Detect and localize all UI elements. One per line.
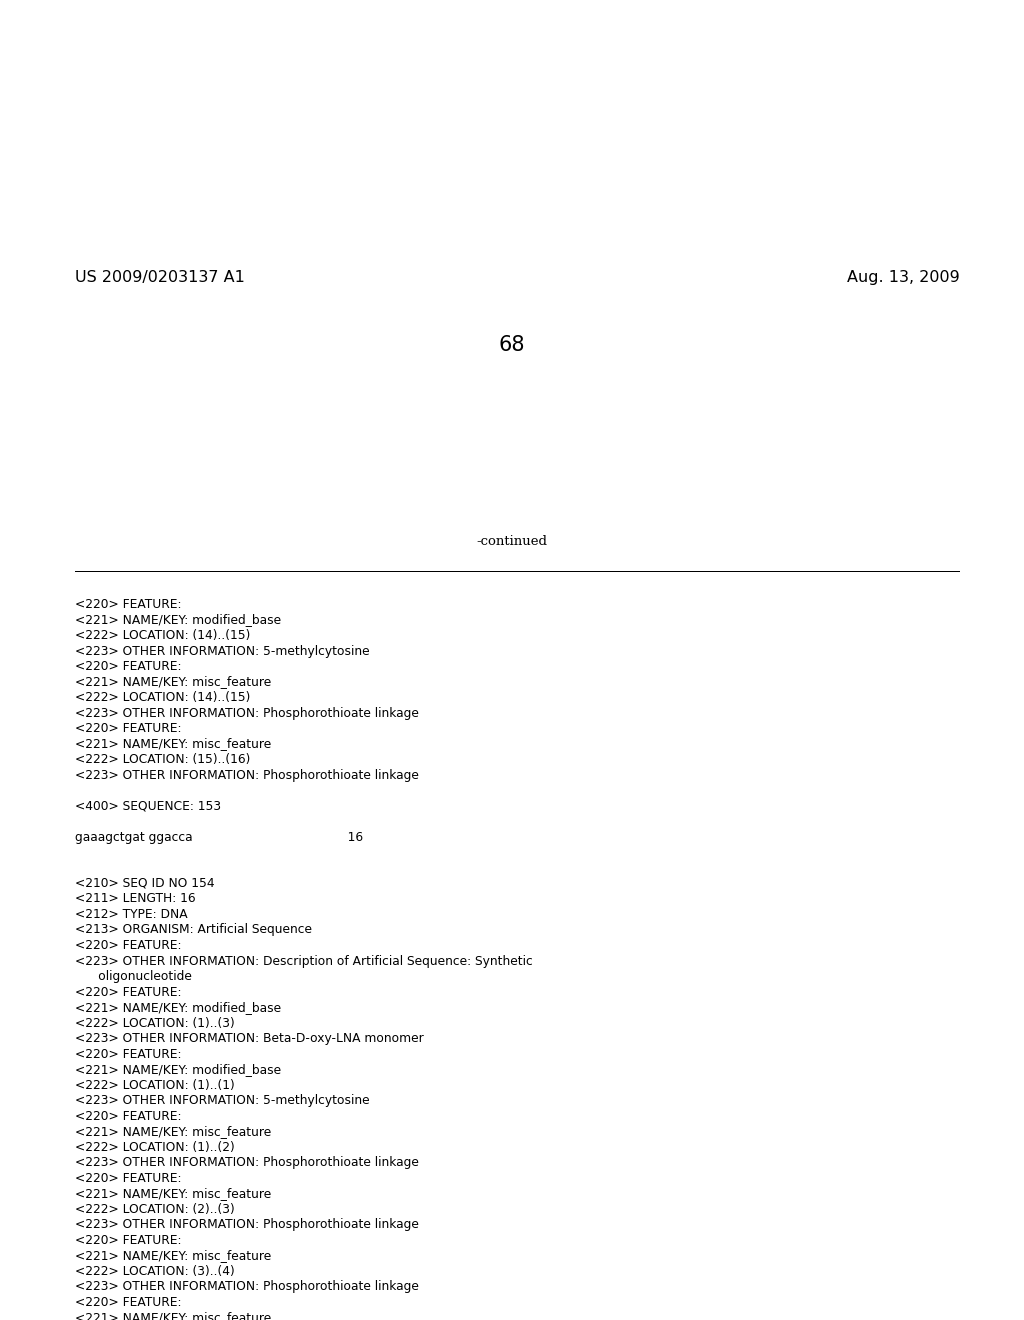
Text: <220> FEATURE:: <220> FEATURE: [75,1172,181,1184]
Text: <223> OTHER INFORMATION: 5-methylcytosine: <223> OTHER INFORMATION: 5-methylcytosin… [75,1094,370,1107]
Text: <221> NAME/KEY: misc_feature: <221> NAME/KEY: misc_feature [75,676,271,689]
Text: <222> LOCATION: (14)..(15): <222> LOCATION: (14)..(15) [75,630,251,642]
Text: US 2009/0203137 A1: US 2009/0203137 A1 [75,271,245,285]
Text: <223> OTHER INFORMATION: Phosphorothioate linkage: <223> OTHER INFORMATION: Phosphorothioat… [75,1156,419,1170]
Text: <223> OTHER INFORMATION: Beta-D-oxy-LNA monomer: <223> OTHER INFORMATION: Beta-D-oxy-LNA … [75,1032,424,1045]
Text: <220> FEATURE:: <220> FEATURE: [75,1233,181,1246]
Text: <213> ORGANISM: Artificial Sequence: <213> ORGANISM: Artificial Sequence [75,924,312,936]
Text: <221> NAME/KEY: modified_base: <221> NAME/KEY: modified_base [75,1063,282,1076]
Text: <220> FEATURE:: <220> FEATURE: [75,1048,181,1060]
Text: <222> LOCATION: (15)..(16): <222> LOCATION: (15)..(16) [75,752,251,766]
Text: <221> NAME/KEY: modified_base: <221> NAME/KEY: modified_base [75,614,282,627]
Text: <223> OTHER INFORMATION: Phosphorothioate linkage: <223> OTHER INFORMATION: Phosphorothioat… [75,768,419,781]
Text: <220> FEATURE:: <220> FEATURE: [75,939,181,952]
Text: <212> TYPE: DNA: <212> TYPE: DNA [75,908,187,921]
Text: <220> FEATURE:: <220> FEATURE: [75,722,181,735]
Text: <220> FEATURE:: <220> FEATURE: [75,660,181,673]
Text: <221> NAME/KEY: misc_feature: <221> NAME/KEY: misc_feature [75,1249,271,1262]
Text: <221> NAME/KEY: misc_feature: <221> NAME/KEY: misc_feature [75,1125,271,1138]
Text: <222> LOCATION: (1)..(3): <222> LOCATION: (1)..(3) [75,1016,234,1030]
Text: <222> LOCATION: (2)..(3): <222> LOCATION: (2)..(3) [75,1203,234,1216]
Text: <222> LOCATION: (1)..(1): <222> LOCATION: (1)..(1) [75,1078,234,1092]
Text: <210> SEQ ID NO 154: <210> SEQ ID NO 154 [75,876,215,890]
Text: <222> LOCATION: (14)..(15): <222> LOCATION: (14)..(15) [75,690,251,704]
Text: <220> FEATURE:: <220> FEATURE: [75,986,181,998]
Text: <221> NAME/KEY: misc_feature: <221> NAME/KEY: misc_feature [75,738,271,751]
Text: <211> LENGTH: 16: <211> LENGTH: 16 [75,892,196,906]
Text: 68: 68 [499,335,525,355]
Text: <223> OTHER INFORMATION: 5-methylcytosine: <223> OTHER INFORMATION: 5-methylcytosin… [75,644,370,657]
Text: <221> NAME/KEY: misc_feature: <221> NAME/KEY: misc_feature [75,1311,271,1320]
Text: oligonucleotide: oligonucleotide [75,970,191,983]
Text: <222> LOCATION: (3)..(4): <222> LOCATION: (3)..(4) [75,1265,234,1278]
Text: <220> FEATURE:: <220> FEATURE: [75,1110,181,1122]
Text: <221> NAME/KEY: misc_feature: <221> NAME/KEY: misc_feature [75,1187,271,1200]
Text: <223> OTHER INFORMATION: Phosphorothioate linkage: <223> OTHER INFORMATION: Phosphorothioat… [75,706,419,719]
Text: <400> SEQUENCE: 153: <400> SEQUENCE: 153 [75,800,221,813]
Text: Aug. 13, 2009: Aug. 13, 2009 [847,271,961,285]
Text: <221> NAME/KEY: modified_base: <221> NAME/KEY: modified_base [75,1001,282,1014]
Text: <220> FEATURE:: <220> FEATURE: [75,1295,181,1308]
Text: gaaagctgat ggacca                                        16: gaaagctgat ggacca 16 [75,830,364,843]
Text: -continued: -continued [476,535,548,548]
Text: <223> OTHER INFORMATION: Phosphorothioate linkage: <223> OTHER INFORMATION: Phosphorothioat… [75,1280,419,1294]
Text: <223> OTHER INFORMATION: Description of Artificial Sequence: Synthetic: <223> OTHER INFORMATION: Description of … [75,954,532,968]
Text: <222> LOCATION: (1)..(2): <222> LOCATION: (1)..(2) [75,1140,234,1154]
Text: <223> OTHER INFORMATION: Phosphorothioate linkage: <223> OTHER INFORMATION: Phosphorothioat… [75,1218,419,1232]
Text: <220> FEATURE:: <220> FEATURE: [75,598,181,611]
